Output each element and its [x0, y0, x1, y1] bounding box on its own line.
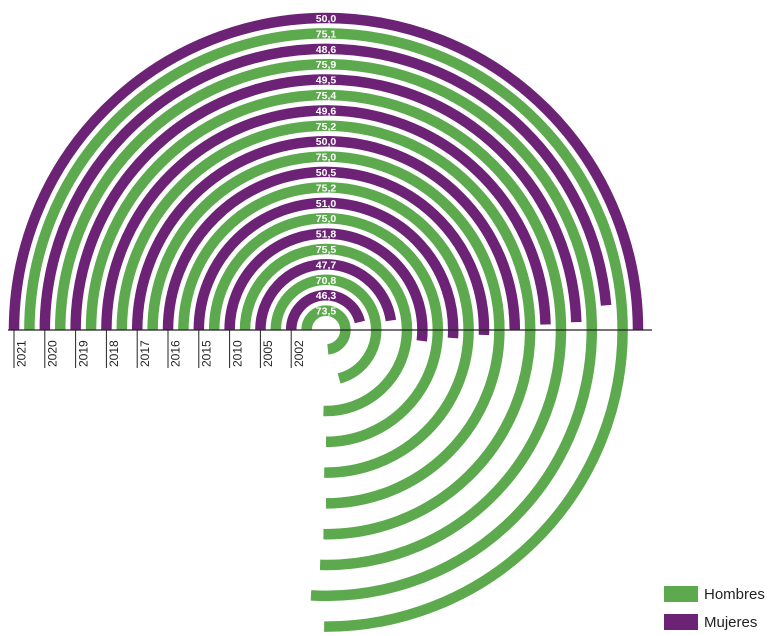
value-labels-group: 50,0 75,1 48,6 75,9 49,5 75,4 49,6 75,2 50,0 75,0…	[316, 13, 337, 318]
ring-hombres-2002	[301, 305, 351, 355]
ring-hombres-2005	[270, 274, 382, 384]
value-label-hombres-2016: 75,2	[316, 182, 337, 194]
ring-hombres-2021	[24, 28, 628, 632]
value-label-hombres-2017: 75,0	[316, 152, 337, 164]
year-label-2010: 2010	[230, 340, 244, 367]
value-label-mujeres-2016: 50,5	[316, 167, 337, 179]
legend-item-mujeres: Mujeres	[664, 608, 765, 636]
value-label-mujeres-2018: 49,6	[316, 105, 337, 117]
value-label-mujeres-2021: 50,0	[316, 13, 337, 25]
year-label-2019: 2019	[76, 340, 90, 367]
value-label-hombres-2020: 75,9	[316, 59, 337, 71]
value-label-hombres-2002: 73,5	[316, 306, 337, 318]
value-label-hombres-2015: 75,0	[316, 213, 337, 225]
year-label-2002: 2002	[292, 340, 306, 367]
year-label-2018: 2018	[107, 340, 121, 367]
value-label-hombres-2021: 75,1	[316, 28, 337, 40]
ring-hombres-2019	[85, 89, 567, 571]
rings-group	[8, 12, 644, 632]
year-label-2005: 2005	[261, 340, 275, 367]
ring-mujeres-2005	[255, 259, 397, 331]
ring-hombres-2017	[147, 151, 505, 509]
year-label-2020: 2020	[46, 340, 60, 367]
legend-swatch-hombres	[664, 586, 698, 602]
ring-mujeres-2017	[131, 135, 521, 331]
ring-mujeres-2019	[70, 74, 582, 331]
ring-mujeres-2015	[193, 197, 459, 339]
ring-mujeres-2010	[224, 228, 428, 342]
legend-label-hombres: Hombres	[704, 585, 765, 603]
year-label-2021: 2021	[15, 340, 29, 367]
value-label-hombres-2018: 75,2	[316, 121, 337, 133]
ring-mujeres-2016	[162, 166, 490, 336]
ring-hombres-2020	[54, 58, 598, 602]
ring-mujeres-2021	[8, 12, 644, 331]
legend-swatch-mujeres	[664, 614, 698, 630]
year-label-2017: 2017	[138, 340, 152, 367]
value-label-mujeres-2015: 51,0	[316, 198, 337, 210]
value-label-hombres-2010: 75,5	[316, 244, 337, 256]
value-label-mujeres-2019: 49,5	[316, 75, 337, 87]
value-label-hombres-2019: 75,4	[316, 90, 337, 102]
year-label-2016: 2016	[169, 340, 183, 367]
value-label-mujeres-2020: 48,6	[316, 44, 337, 56]
value-label-mujeres-2002: 46,3	[316, 290, 337, 302]
legend: Hombres Mujeres	[664, 580, 765, 636]
ring-mujeres-2020	[39, 43, 612, 331]
ring-mujeres-2018	[101, 105, 551, 331]
year-label-2015: 2015	[200, 340, 214, 367]
ring-mujeres-2002	[285, 290, 365, 331]
legend-label-mujeres: Mujeres	[704, 613, 758, 631]
value-label-mujeres-2010: 51,8	[316, 229, 337, 241]
value-label-hombres-2005: 70,8	[316, 275, 337, 287]
value-label-mujeres-2017: 50,0	[316, 136, 337, 148]
value-label-mujeres-2005: 47,7	[316, 259, 337, 271]
ring-hombres-2015	[208, 212, 444, 448]
legend-item-hombres: Hombres	[664, 580, 765, 608]
ring-hombres-2016	[178, 182, 474, 478]
ring-hombres-2010	[239, 243, 413, 417]
ring-hombres-2018	[116, 120, 536, 540]
year-ticks-group: 2021 2020 2019 2018 2017 2016 2015 2010 2005 2002	[13, 330, 306, 368]
